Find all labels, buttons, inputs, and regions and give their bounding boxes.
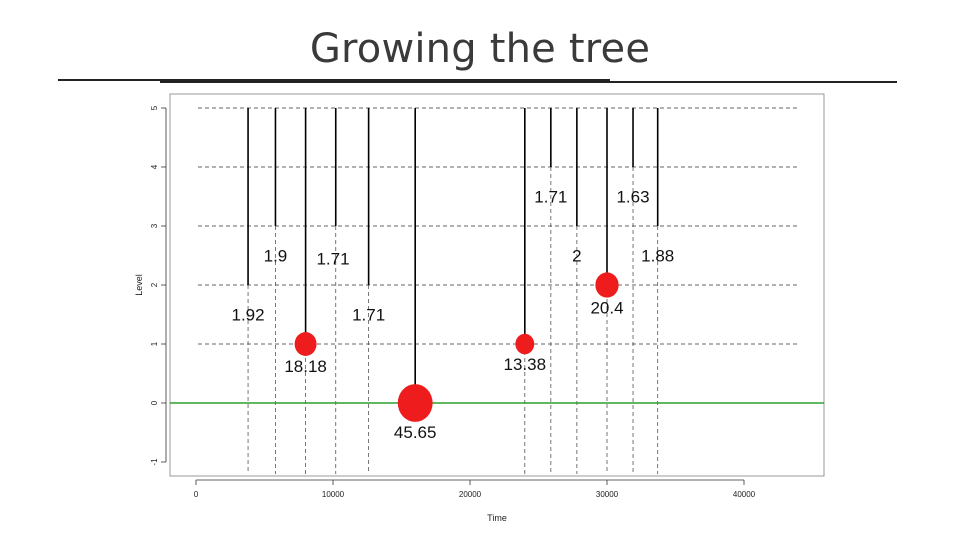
x-tick-label-1: 10000 (322, 490, 345, 499)
plot-frame (169, 93, 825, 477)
node-value-label-2: 13.38 (504, 355, 547, 374)
split-value-label-1: 1.71 (316, 249, 349, 268)
x-tick-label-2: 20000 (459, 490, 482, 499)
node-marker-1 (294, 332, 317, 356)
y-tick-label-2: 1 (150, 341, 159, 346)
split-value-label-3: 1.71 (352, 306, 385, 325)
node-marker-0 (397, 384, 433, 422)
title-underline-right (160, 81, 897, 83)
y-tick-label-5: 4 (150, 164, 159, 169)
node-value-label-0: 45.65 (394, 423, 437, 442)
y-tick-label-4: 3 (150, 223, 159, 228)
y-tick-label-0: -1 (150, 458, 159, 466)
x-axis-label: Time (487, 513, 507, 523)
drop-lines (247, 167, 659, 474)
x-tick-label-0: 0 (194, 490, 199, 499)
split-value-label-0: 1.9 (264, 247, 288, 266)
node-value-label-1: 18.18 (284, 357, 327, 376)
grid-lines (198, 107, 800, 345)
y-axis-label: Level (134, 274, 144, 296)
x-tick-label-4: 40000 (733, 490, 756, 499)
split-value-label-7: 1.88 (641, 247, 674, 266)
node-marker-3 (595, 272, 619, 298)
page-title: Growing the tree (309, 26, 651, 72)
data-labels: 45.65 18.18 13.38 20.4 1.9 1.71 1.92 1.71 1.71 1.… (232, 188, 675, 442)
title-underline-left (58, 79, 610, 81)
y-tick-label-3: 2 (150, 282, 159, 287)
split-value-label-4: 1.71 (534, 188, 567, 207)
node-marker-2 (515, 333, 535, 355)
split-value-label-5: 1.63 (616, 188, 649, 207)
split-value-label-6: 2 (572, 247, 581, 266)
y-tick-label-1: 0 (150, 400, 159, 405)
split-value-label-2: 1.92 (232, 306, 265, 325)
y-tick-label-6: 5 (150, 105, 159, 110)
axes: 0 10000 20000 30000 40000 -1 0 1 2 3 4 5 (150, 105, 756, 499)
node-value-label-3: 20.4 (590, 299, 623, 318)
x-tick-label-3: 30000 (596, 490, 619, 499)
node-markers (294, 272, 619, 422)
stem-lines (247, 108, 659, 403)
